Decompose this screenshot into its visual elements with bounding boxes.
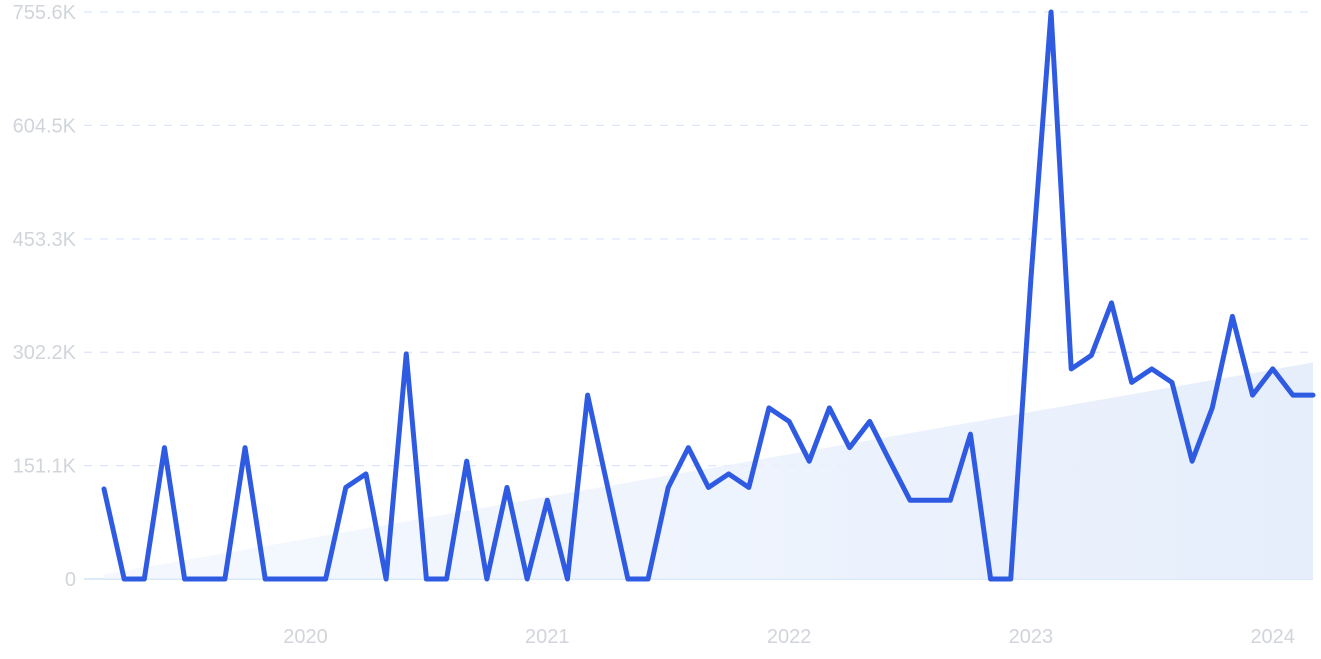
data-point <box>1190 459 1195 464</box>
data-point <box>948 498 953 503</box>
data-point <box>726 471 731 476</box>
x-tick-label: 2021 <box>525 626 570 648</box>
data-point <box>243 445 248 450</box>
data-point <box>102 486 107 491</box>
y-tick-label: 453.3K <box>13 229 77 251</box>
data-point <box>303 577 308 582</box>
data-point <box>1109 300 1114 305</box>
data-point <box>988 577 993 582</box>
data-point <box>807 459 812 464</box>
data-point <box>323 577 328 582</box>
data-point <box>142 577 147 582</box>
data-point <box>1129 380 1134 385</box>
data-point <box>343 485 348 490</box>
data-point <box>263 577 268 582</box>
data-point <box>746 485 751 490</box>
data-point <box>525 577 530 582</box>
data-point <box>404 351 409 356</box>
data-point <box>706 485 711 490</box>
y-axis: 0 151.1K 302.2K 453.3K 604.5K 755.6K <box>13 2 77 591</box>
series-layer <box>101 9 1316 582</box>
data-point <box>1290 393 1295 398</box>
data-point <box>887 459 892 464</box>
data-point <box>1028 276 1033 281</box>
trend-area <box>104 362 1313 579</box>
data-point <box>424 577 429 582</box>
data-point <box>847 445 852 450</box>
data-point <box>625 577 630 582</box>
data-point <box>686 445 691 450</box>
y-tick-label: 151.1K <box>13 456 77 478</box>
data-point <box>444 577 449 582</box>
data-point <box>384 577 389 582</box>
data-point <box>283 577 288 582</box>
data-point <box>1169 380 1174 385</box>
y-tick-label: 604.5K <box>13 115 77 137</box>
data-point <box>666 485 671 490</box>
data-point <box>363 471 368 476</box>
data-point <box>505 485 510 490</box>
data-point <box>1008 577 1013 582</box>
data-point <box>182 577 187 582</box>
data-point <box>1069 366 1074 371</box>
y-tick-label: 0 <box>65 569 76 591</box>
x-tick-label: 2020 <box>283 626 328 648</box>
data-point <box>827 405 832 410</box>
data-point <box>605 485 610 490</box>
data-point <box>464 459 469 464</box>
data-point <box>1049 10 1054 15</box>
x-tick-label: 2023 <box>1009 626 1054 648</box>
data-point <box>1149 366 1154 371</box>
data-point <box>545 498 550 503</box>
data-point <box>1311 393 1316 398</box>
y-tick-label: 302.2K <box>13 342 77 364</box>
data-point <box>202 577 207 582</box>
trend-area-layer <box>104 362 1313 579</box>
data-point <box>908 498 913 503</box>
data-point <box>928 498 933 503</box>
data-point <box>585 393 590 398</box>
data-point <box>1210 405 1215 410</box>
y-tick-label: 755.6K <box>13 2 77 24</box>
data-point <box>1250 393 1255 398</box>
x-tick-label: 2024 <box>1250 626 1295 648</box>
data-point <box>766 405 771 410</box>
data-point <box>122 577 127 582</box>
data-point <box>162 445 167 450</box>
data-point <box>565 577 570 582</box>
data-point <box>867 419 872 424</box>
series-line <box>101 9 1316 582</box>
data-point <box>1230 314 1235 319</box>
data-point <box>484 577 489 582</box>
data-point <box>968 432 973 437</box>
data-point <box>1089 353 1094 358</box>
data-point <box>222 577 227 582</box>
data-point <box>787 419 792 424</box>
data-point <box>1270 366 1275 371</box>
x-axis: 2020 2021 2022 2023 2024 <box>283 626 1295 648</box>
x-tick-label: 2022 <box>767 626 812 648</box>
data-point <box>646 577 651 582</box>
